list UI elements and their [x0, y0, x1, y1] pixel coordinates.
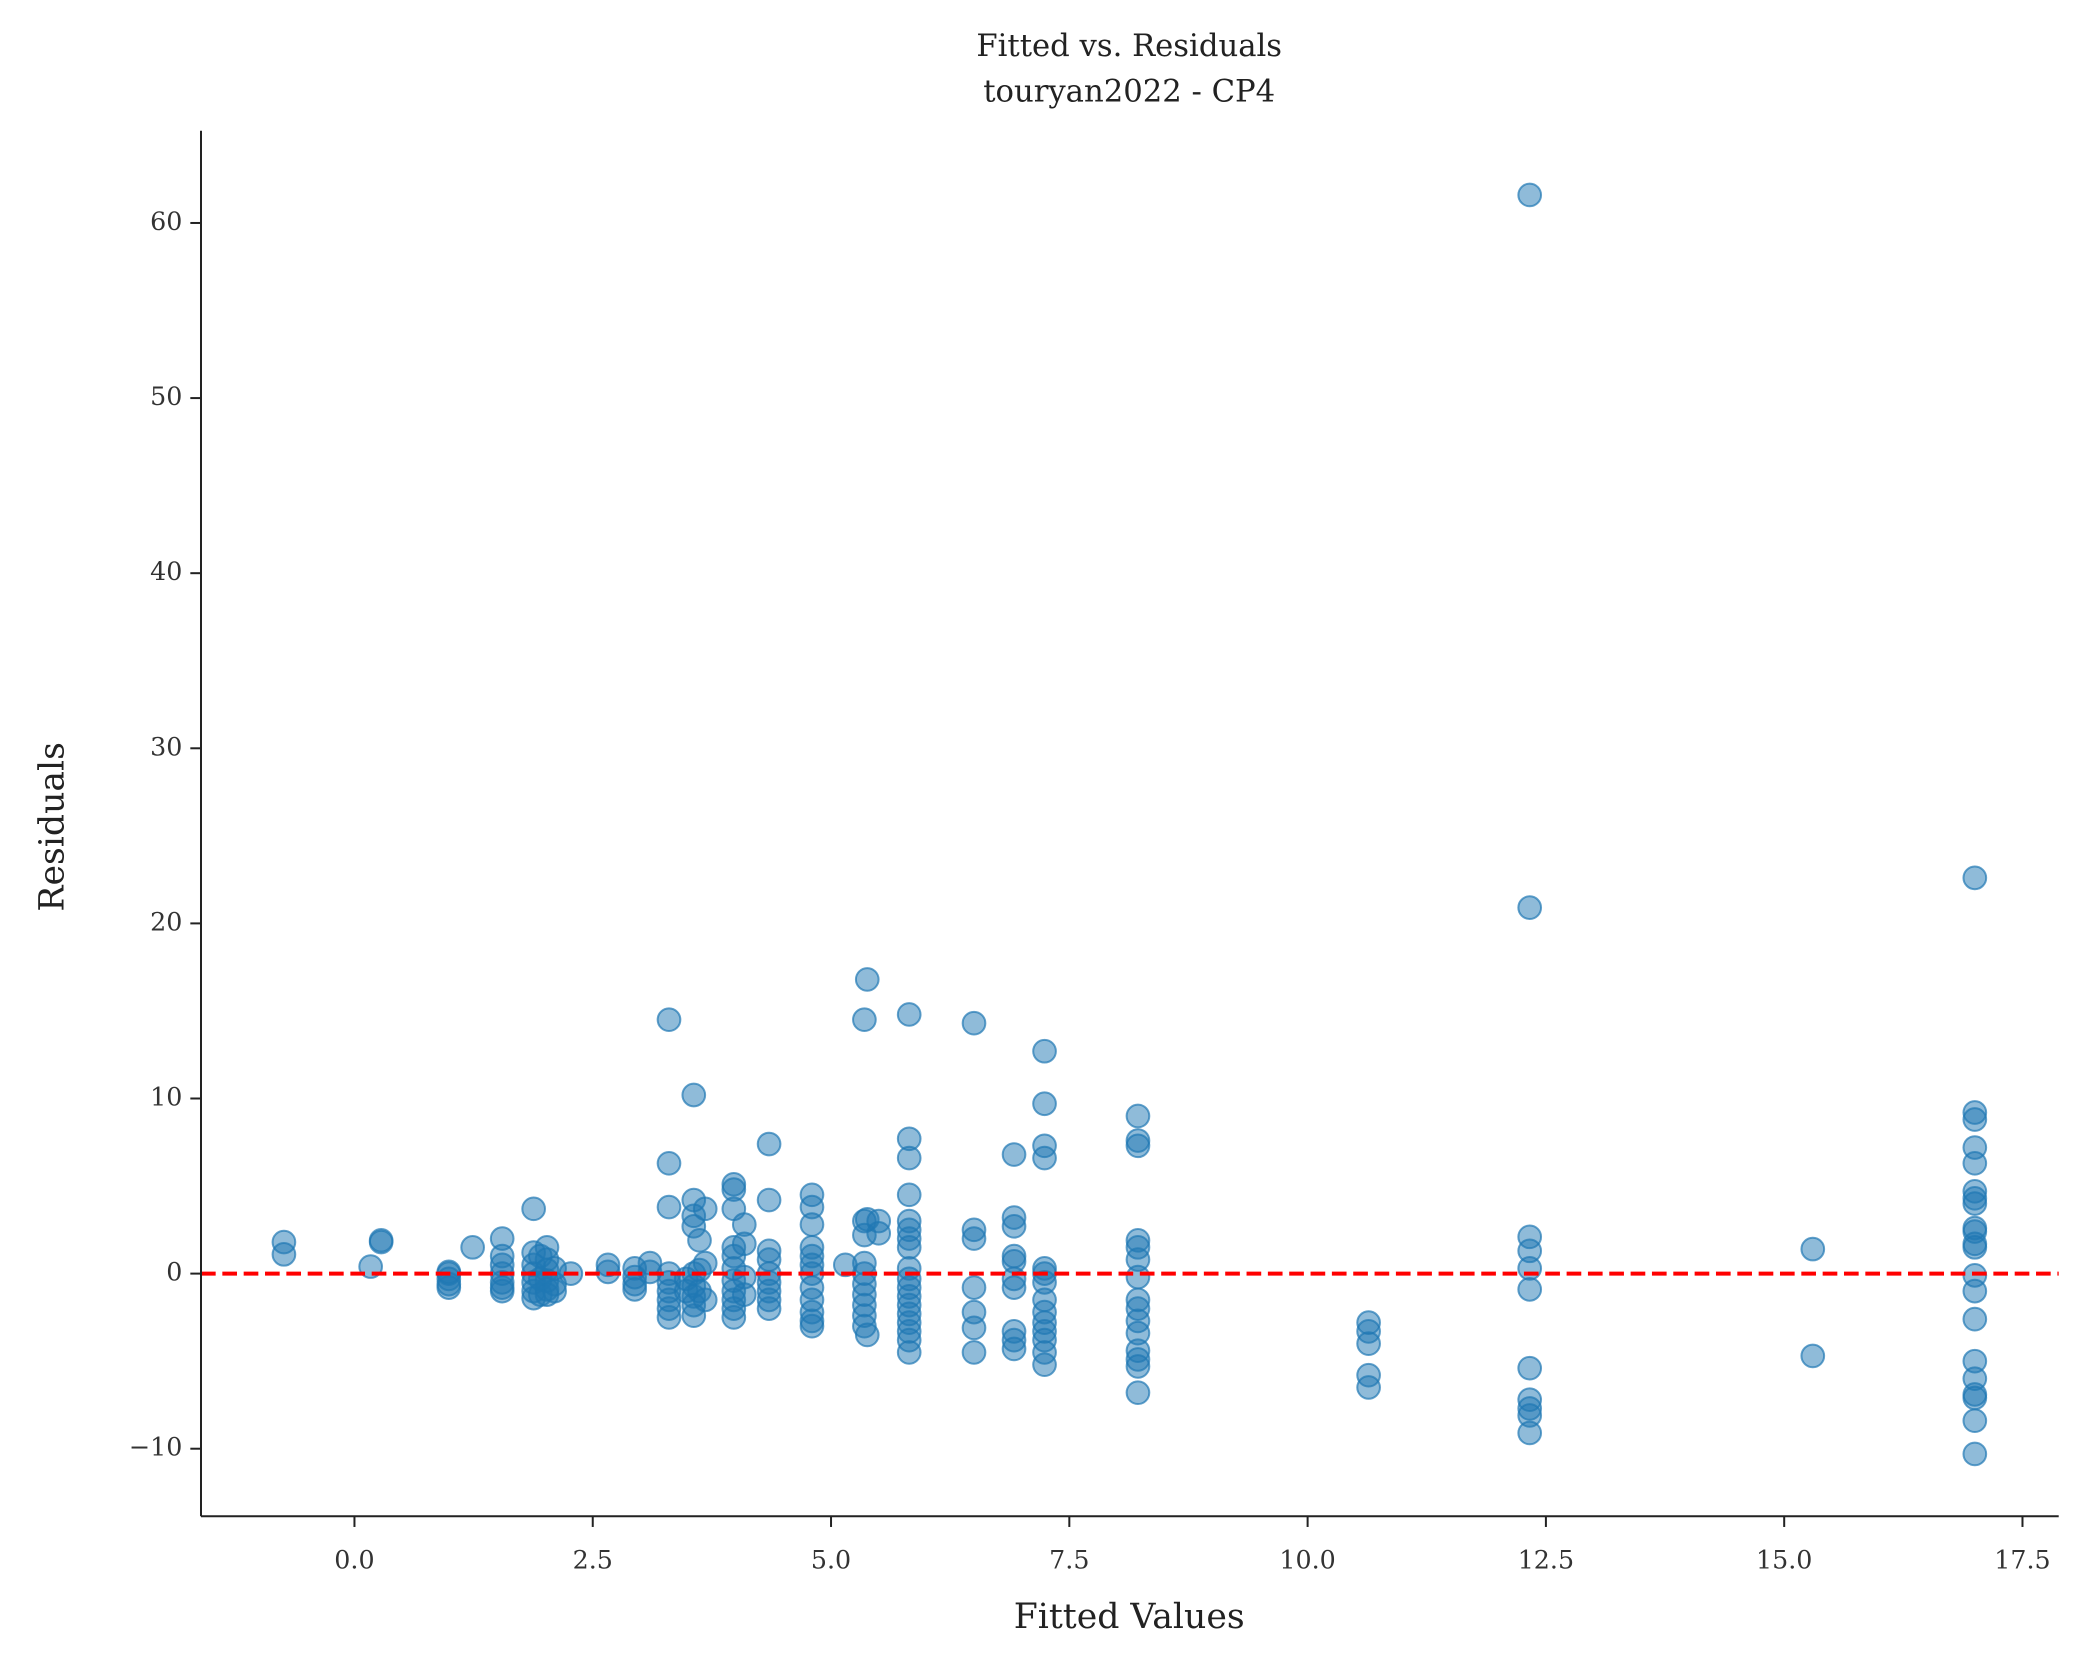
y-tick-label: 0 [166, 1257, 182, 1287]
x-tick-label: 10.0 [1279, 1545, 1335, 1575]
point [731, 1282, 757, 1307]
point [692, 1287, 718, 1313]
point [1962, 1278, 1988, 1304]
point [656, 1150, 682, 1176]
point [1517, 1355, 1543, 1381]
point [656, 1194, 682, 1220]
x-tick-label: 0.0 [334, 1545, 374, 1575]
point [961, 1275, 987, 1300]
point [1962, 1235, 1988, 1260]
point [368, 1227, 394, 1253]
point [961, 1315, 987, 1341]
point [896, 1002, 922, 1027]
point [1517, 1277, 1543, 1302]
point [271, 1242, 297, 1267]
chart-subtitle: touryan2022 - CP4 [983, 74, 1275, 109]
point [1125, 1354, 1151, 1379]
point [1001, 1142, 1027, 1167]
point [1962, 1306, 1988, 1332]
point [1800, 1343, 1826, 1369]
point [799, 1212, 825, 1237]
point [854, 967, 880, 992]
point [1032, 1145, 1057, 1171]
point [1517, 1420, 1543, 1446]
x-axis-label: Fitted Values [1014, 1597, 1245, 1637]
point [721, 1305, 747, 1330]
point [1356, 1375, 1381, 1400]
point [1962, 1408, 1988, 1434]
y-tick-label: 30 [150, 731, 182, 761]
point [731, 1231, 757, 1257]
point [1125, 1133, 1151, 1159]
point [1962, 1441, 1988, 1467]
x-tick-label: 7.5 [1049, 1545, 1089, 1575]
point [656, 1305, 682, 1330]
point [542, 1278, 567, 1304]
point [896, 1340, 922, 1365]
x-tick-label: 15.0 [1756, 1545, 1812, 1575]
point [1001, 1213, 1027, 1239]
point [1962, 1150, 1988, 1176]
point [1962, 1107, 1988, 1132]
point [521, 1196, 546, 1222]
point [1517, 895, 1543, 920]
point [961, 1340, 987, 1365]
point [1001, 1275, 1027, 1300]
point [896, 1182, 922, 1208]
point [692, 1196, 718, 1222]
point [1962, 865, 1988, 891]
y-tick-label: 40 [150, 556, 182, 586]
point [656, 1007, 682, 1033]
point [1356, 1331, 1381, 1356]
point [1517, 182, 1543, 208]
x-tick-label: 17.5 [1994, 1545, 2050, 1575]
point [896, 1235, 922, 1260]
point [756, 1187, 782, 1213]
point [1125, 1103, 1151, 1129]
point [436, 1275, 462, 1300]
point [866, 1220, 892, 1246]
point [854, 1322, 880, 1348]
point [622, 1277, 648, 1302]
point [460, 1235, 485, 1260]
point [489, 1278, 515, 1304]
y-tick-label: 50 [150, 381, 182, 411]
x-tick-label: 12.5 [1518, 1545, 1574, 1575]
point [1032, 1091, 1057, 1117]
point [852, 1007, 877, 1033]
point [896, 1145, 922, 1171]
y-tick-label: −10 [129, 1432, 182, 1462]
point [1962, 1385, 1988, 1411]
point [687, 1227, 712, 1253]
y-axis-label: Residuals [32, 742, 72, 912]
point [961, 1010, 987, 1036]
point [1125, 1264, 1151, 1290]
point [799, 1313, 825, 1339]
y-tick-label: 10 [150, 1082, 182, 1112]
point [1800, 1236, 1826, 1262]
point [1125, 1380, 1151, 1406]
point [1032, 1038, 1057, 1064]
point [1517, 1256, 1543, 1281]
point [1032, 1352, 1057, 1377]
chart-title: Fitted vs. Residuals [976, 29, 1282, 64]
point [961, 1226, 987, 1251]
x-tick-label: 5.0 [811, 1545, 851, 1575]
point [692, 1250, 718, 1276]
y-tick-label: 60 [150, 206, 182, 236]
x-tick-label: 2.5 [573, 1545, 613, 1575]
point [681, 1082, 707, 1108]
point [756, 1131, 782, 1157]
point [1001, 1336, 1027, 1362]
point [756, 1296, 782, 1321]
y-tick-label: 20 [150, 906, 182, 936]
point [1962, 1191, 1988, 1216]
